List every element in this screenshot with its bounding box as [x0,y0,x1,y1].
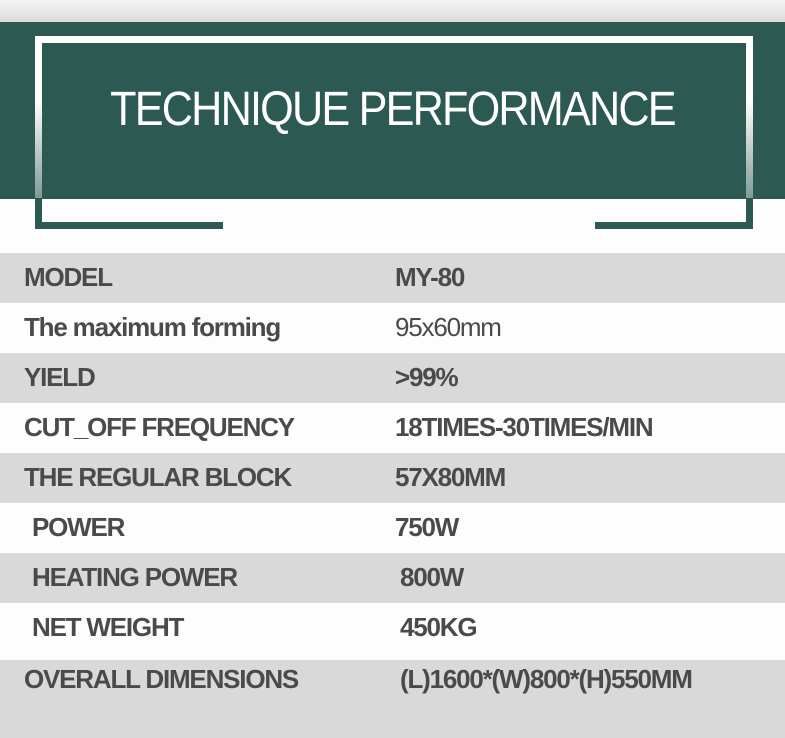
spec-label: YIELD [24,362,96,392]
frame-border [595,222,753,229]
spec-label: NET WEIGHT [32,612,184,642]
spec-label: THE REGULAR BLOCK [24,462,292,492]
spec-value: 95x60mm [395,312,502,342]
spec-label: POWER [32,512,125,542]
frame-border [746,36,753,198]
spec-value: 800W [400,562,464,592]
table-row: POWER 750W [0,503,785,553]
top-shadow [0,0,785,22]
spec-value: >99% [395,362,459,392]
spec-table: MODEL MY-80 The maximum forming 95x60mm YI… [0,253,785,738]
frame-border [746,199,753,229]
frame-border [35,222,223,229]
spec-label: OVERALL DIMENSIONS [24,664,299,694]
spec-value: 750W [395,512,459,542]
table-row: The maximum forming 95x60mm [0,303,785,353]
spec-value: 57X80MM [395,462,506,492]
table-row: HEATING POWER 800W [0,553,785,603]
frame-border [35,36,753,43]
table-row: OVERALL DIMENSIONS (L)1600*(W)800*(H)550M… [0,660,785,738]
table-row: CUT_OFF FREQUENCY 18TIMES-30TIMES/MIN [0,403,785,453]
frame-border [35,199,42,229]
page-title: TECHNIQUE PERFORMANCE [110,83,676,136]
table-row: MODEL MY-80 [0,253,785,303]
table-row: THE REGULAR BLOCK 57X80MM [0,453,785,503]
header-band [0,22,785,199]
table-row: NET WEIGHT 450KG [0,603,785,660]
spec-value: 450KG [400,612,478,642]
spec-label: CUT_OFF FREQUENCY [24,412,295,442]
spec-value: 18TIMES-30TIMES/MIN [395,412,654,442]
frame-border [35,36,42,198]
table-row: YIELD >99% [0,353,785,403]
spec-value: (L)1600*(W)800*(H)550MM [400,664,693,694]
spec-label: MODEL [24,262,113,292]
spec-label: HEATING POWER [32,562,238,592]
spec-label: The maximum forming [24,312,281,342]
spec-value: MY-80 [395,262,465,292]
